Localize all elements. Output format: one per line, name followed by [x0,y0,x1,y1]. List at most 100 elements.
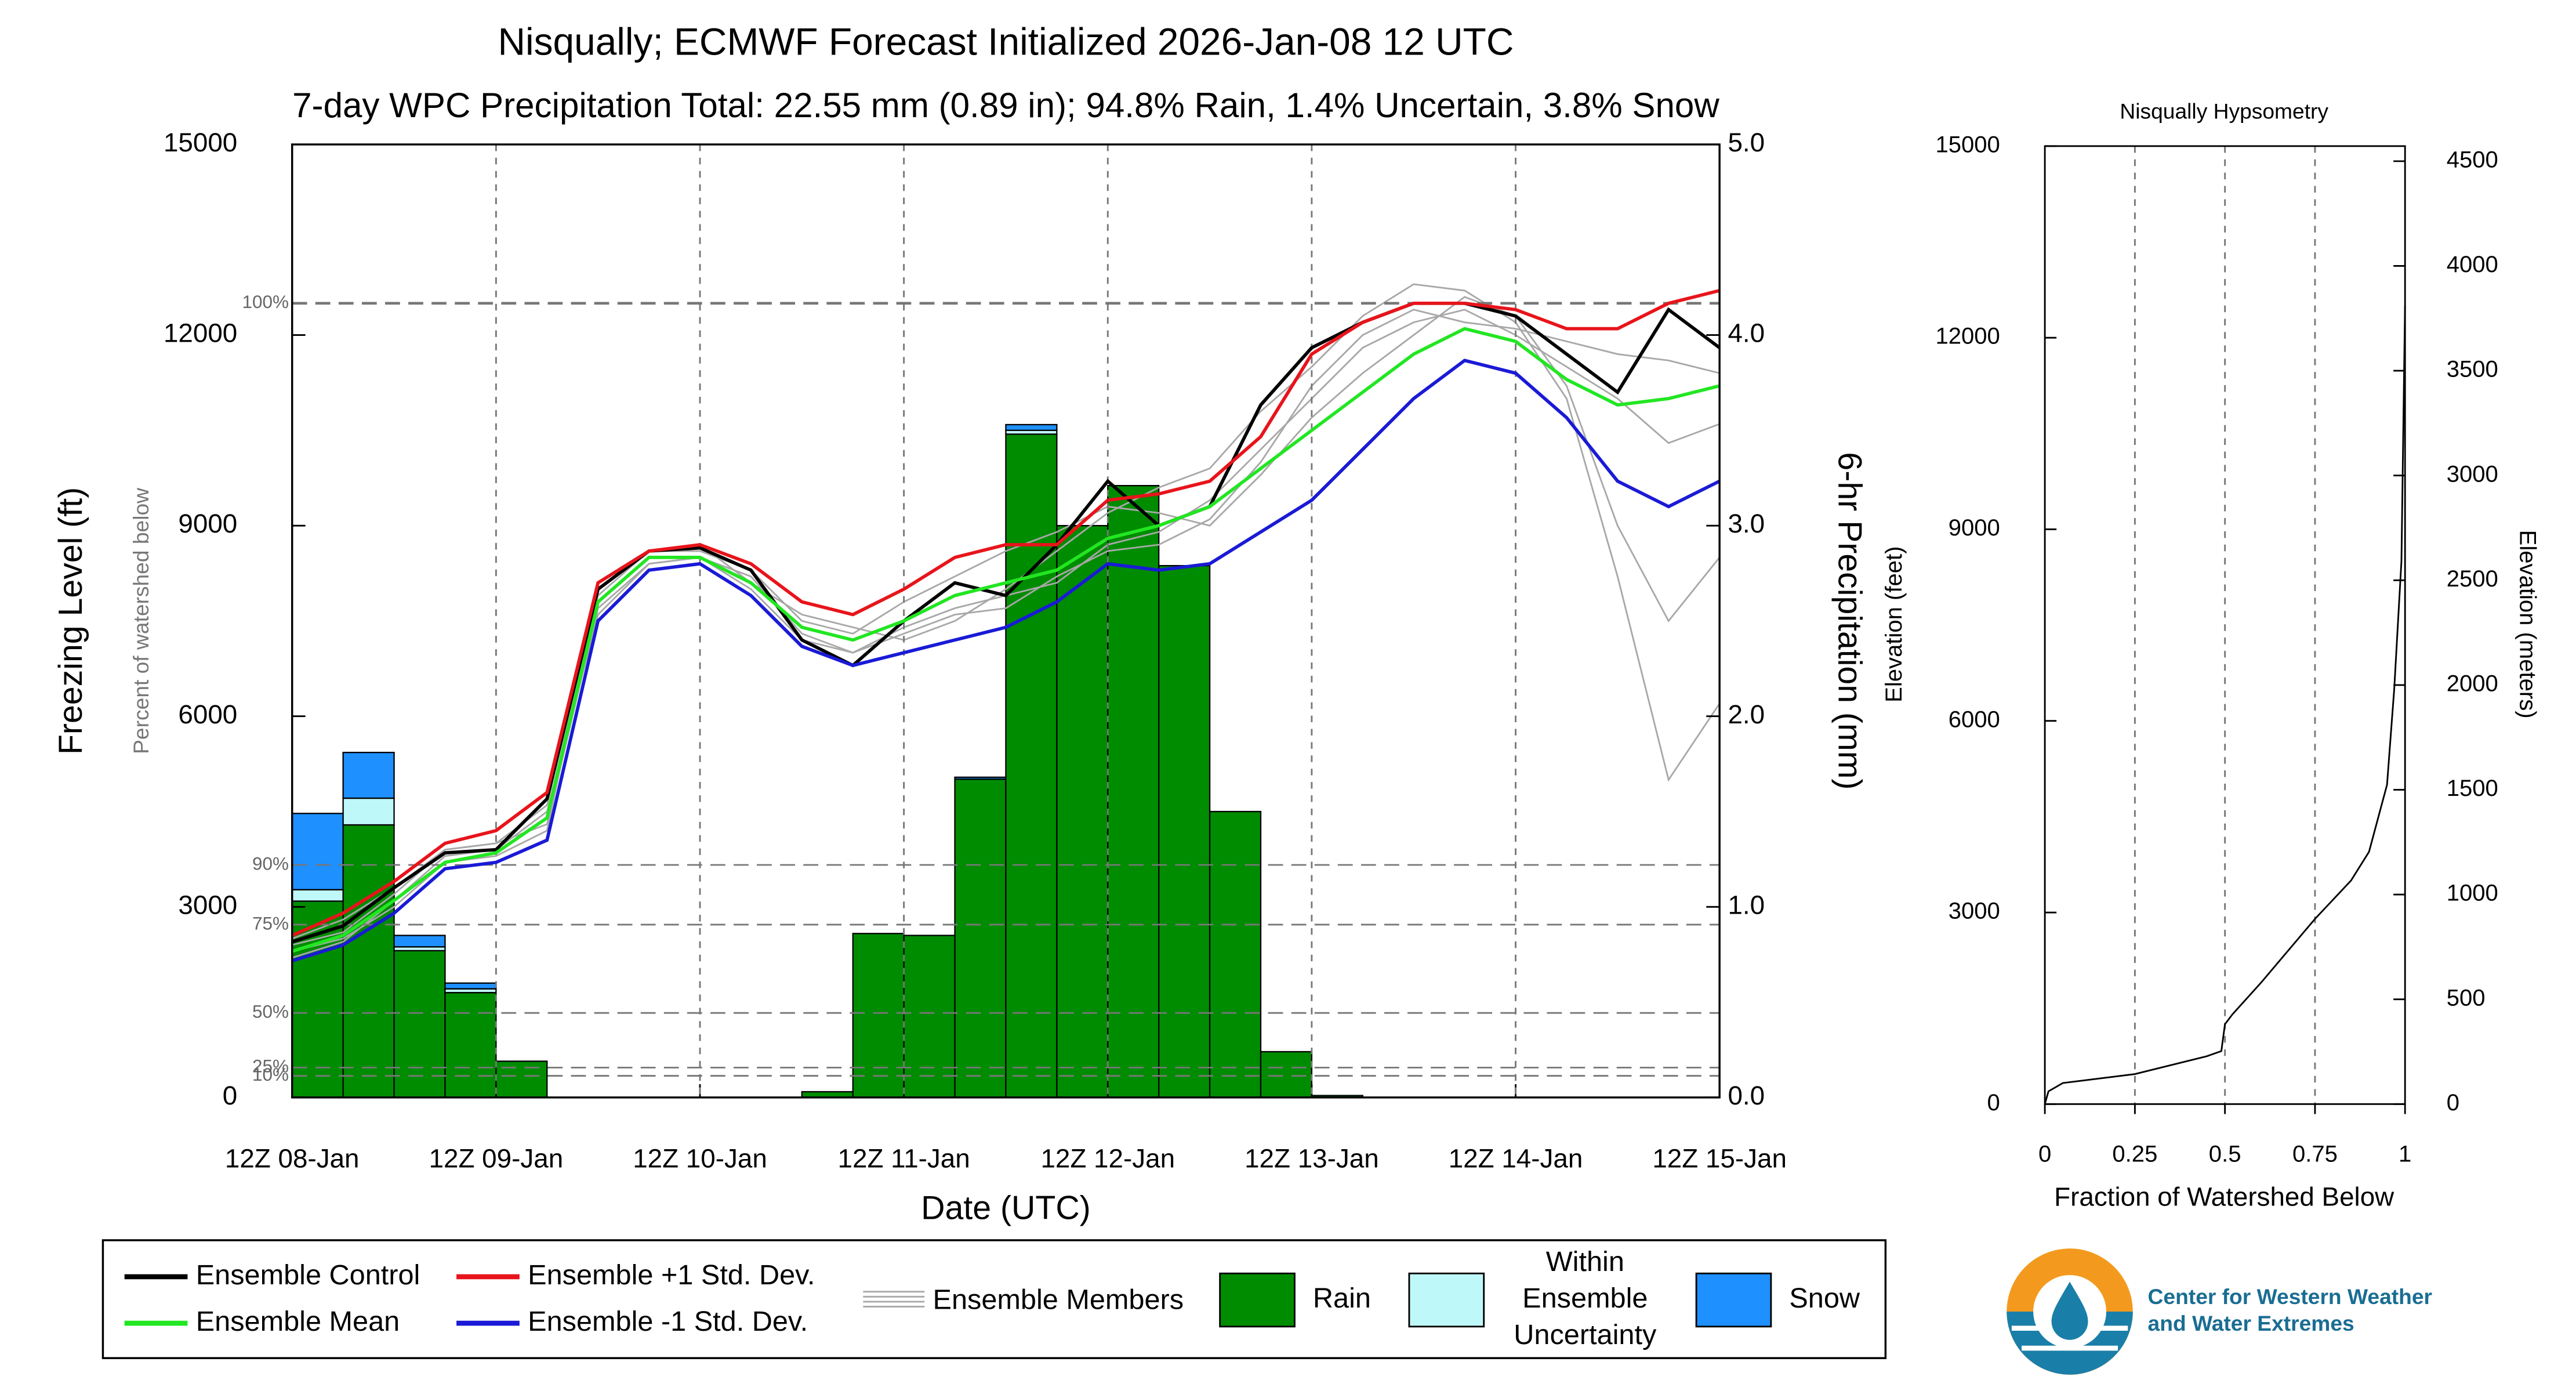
precip-bar [444,982,497,990]
legend-label: Ensemble Control [196,1259,420,1291]
hypsometry-x-label: Fraction of Watershed Below [2054,1182,2394,1212]
y2-tick-label: 1.0 [1728,890,1765,919]
legend-label: Snow [1789,1283,1860,1314]
hypsometry-title: Nisqually Hypsometry [2120,99,2328,123]
x-tick-label: 12Z 09-Jan [429,1144,564,1174]
x-tick-label: 12Z 10-Jan [633,1144,767,1174]
legend-box [101,1239,1887,1359]
precip-bar [903,935,956,1098]
hypsometry-y2-label: Elevation (meters) [2515,530,2541,719]
legend-label: Within Ensemble Uncertainty [1514,1246,1657,1350]
freezing-level-line [291,327,1720,953]
y2-tick-label: 3000 [2447,461,2498,487]
plot-frame [291,143,1721,1099]
x-tick-label: 12Z 08-Jan [225,1144,360,1174]
precip-bar [342,751,395,799]
chart-subtitle: 7-day WPC Precipitation Total: 22.55 mm … [292,86,1719,125]
precip-bar [342,797,395,826]
x-tick-label: 0 [2038,1142,2051,1167]
y2-axis-label: 6-hr Precipitation (mm) [1831,452,1868,790]
y-tick-label: 9000 [1949,515,2000,541]
y2-tick-label: 0.0 [1728,1081,1765,1110]
y2-tick-label: 500 [2447,985,2486,1011]
y2-tick-label: 0 [2447,1090,2459,1116]
y2-tick-label: 2.0 [1728,700,1765,729]
y2-tick-label: 4500 [2447,147,2498,172]
hypsometry-y-label: Elevation (feet) [1881,546,1907,702]
freezing-level-line [291,289,1720,937]
logo-icon [2007,1248,2133,1375]
precip-bar [1107,484,1160,1098]
logo-text: Center for Western Weather [2148,1284,2432,1309]
precip-bar [1005,423,1058,432]
x-tick-label: 0.5 [2209,1142,2241,1167]
legend-label: Ensemble +1 Std. Dev. [528,1259,815,1291]
y2-tick-label: 2500 [2447,566,2498,592]
y-tick-label: 0 [223,1081,237,1110]
x-tick-label: 1 [2399,1142,2411,1167]
plot-frame [2044,145,2406,1105]
percentile-label: 90% [252,853,289,874]
precip-bar [1209,810,1262,1098]
x-tick-label: 0.75 [2292,1142,2338,1167]
legend-label: Rain [1313,1283,1371,1314]
y2-tick-label: 3500 [2447,357,2498,382]
y2-tick-label: 2000 [2447,671,2498,696]
x-tick-label: 12Z 14-Jan [1449,1144,1583,1174]
x-tick-label: 12Z 11-Jan [838,1144,970,1174]
precip-bar [393,935,446,948]
y-tick-label: 12000 [164,318,237,348]
precip-bar [495,1060,548,1098]
y-tick-label: 9000 [178,509,237,538]
y2-tick-label: 3.0 [1728,509,1765,538]
precip-bar [342,824,395,1098]
precip-bar [444,991,497,1098]
ensemble-member [292,309,1720,959]
y2-tick-label: 1500 [2447,776,2498,801]
y2-tick-label: 5.0 [1728,128,1765,157]
chart-title: Nisqually; ECMWF Forecast Initialized 20… [498,20,1514,63]
y-tick-label: 3000 [178,890,237,919]
legend-label: Ensemble Mean [196,1306,400,1337]
percentile-label: 75% [252,913,289,933]
legend-label: Ensemble Members [933,1284,1184,1316]
legend-swatch [1408,1272,1485,1328]
y-tick-label: 3000 [1949,899,2000,924]
y2-tick-label: 1000 [2447,881,2498,906]
x-tick-label: 12Z 12-Jan [1040,1144,1175,1174]
y-tick-label: 6000 [178,700,237,729]
precip-bar [1260,1051,1313,1098]
precip-bar [852,933,905,1098]
freezing-level-line [291,301,1721,944]
precip-bar [291,889,344,902]
y-tick-label: 15000 [1935,132,2000,157]
hypsometry-curve [2044,306,2406,1104]
y-axis-label: Freezing Level (ft) [52,487,89,755]
y2-tick-label: 4.0 [1728,318,1765,348]
logo-drop [2051,1281,2088,1340]
y-tick-label: 12000 [1935,324,2000,349]
legend-swatch [1219,1272,1296,1328]
freezing-level-line [291,358,1721,963]
percentile-label: 10% [252,1064,289,1085]
y-tick-label: 6000 [1949,707,2000,732]
x-axis-label: Date (UTC) [921,1190,1091,1227]
precip-bar [291,813,344,890]
precip-bar [1158,564,1211,1098]
precip-bar [954,776,1007,780]
y-tick-label: 0 [1987,1090,2000,1116]
percent-axis-label: Percent of watershed below [129,488,153,754]
precip-bar [1005,433,1058,1098]
x-tick-label: 0.25 [2112,1142,2157,1167]
y-tick-label: 15000 [164,128,237,157]
logo-text: and Water Extremes [2148,1311,2354,1335]
legend-label: Ensemble -1 Std. Dev. [528,1306,808,1337]
y2-tick-label: 4000 [2447,252,2498,277]
legend-swatch [1695,1272,1772,1328]
x-tick-label: 12Z 13-Jan [1245,1144,1379,1174]
x-tick-label: 12Z 15-Jan [1652,1144,1787,1174]
precip-bar [1056,524,1109,1098]
